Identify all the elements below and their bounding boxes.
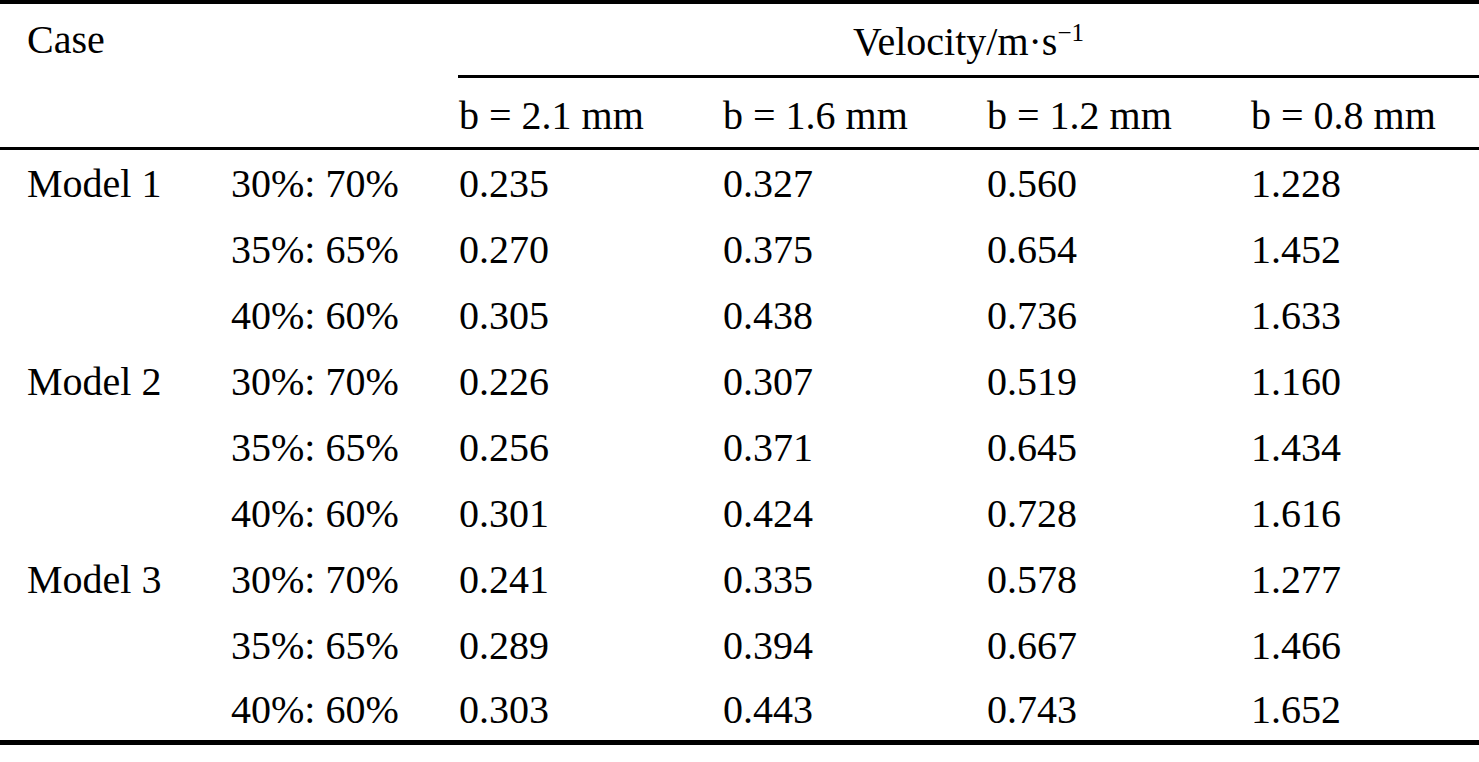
ratio-cell: 40%: 60%	[230, 280, 458, 346]
table-row: 40%: 60% 0.303 0.443 0.743 1.652	[0, 676, 1479, 742]
model-cell: Model 1	[0, 148, 230, 214]
model-cell	[0, 478, 230, 544]
model-cell	[0, 214, 230, 280]
value-cell: 0.645	[986, 412, 1250, 478]
velocity-unit-label: Velocity/m·s	[853, 19, 1057, 64]
value-cell: 0.728	[986, 478, 1250, 544]
value-cell: 0.438	[722, 280, 986, 346]
table-row: 35%: 65% 0.270 0.375 0.654 1.452	[0, 214, 1479, 280]
value-cell: 0.371	[722, 412, 986, 478]
value-cell: 0.289	[458, 610, 722, 676]
value-cell: 0.424	[722, 478, 986, 544]
value-cell: 1.160	[1250, 346, 1479, 412]
value-cell: 0.743	[986, 676, 1250, 742]
value-cell: 1.652	[1250, 676, 1479, 742]
value-cell: 1.633	[1250, 280, 1479, 346]
velocity-group-header-cell: Velocity/m·s−1	[458, 2, 1479, 76]
value-cell: 0.270	[458, 214, 722, 280]
value-cell: 0.301	[458, 478, 722, 544]
value-cell: 0.667	[986, 610, 1250, 676]
value-cell: 0.307	[722, 346, 986, 412]
ratio-cell: 35%: 65%	[230, 412, 458, 478]
table-row: Model 3 30%: 70% 0.241 0.335 0.578 1.277	[0, 544, 1479, 610]
value-cell: 0.736	[986, 280, 1250, 346]
value-cell: 1.277	[1250, 544, 1479, 610]
model-cell: Model 3	[0, 544, 230, 610]
value-cell: 0.303	[458, 676, 722, 742]
value-cell: 1.434	[1250, 412, 1479, 478]
velocity-unit-exponent: −1	[1057, 19, 1084, 46]
value-cell: 0.256	[458, 412, 722, 478]
value-cell: 0.560	[986, 148, 1250, 214]
subheader-b-1-2-mm: b = 1.2 mm	[986, 76, 1250, 148]
value-cell: 0.305	[458, 280, 722, 346]
value-cell: 0.235	[458, 148, 722, 214]
model-cell	[0, 412, 230, 478]
ratio-cell: 30%: 70%	[230, 544, 458, 610]
value-cell: 0.443	[722, 676, 986, 742]
subheader-b-2-1-mm: b = 2.1 mm	[458, 76, 722, 148]
value-cell: 1.616	[1250, 478, 1479, 544]
value-cell: 0.394	[722, 610, 986, 676]
table-row: Model 1 30%: 70% 0.235 0.327 0.560 1.228	[0, 148, 1479, 214]
value-cell: 0.519	[986, 346, 1250, 412]
model-cell	[0, 676, 230, 742]
value-cell: 0.226	[458, 346, 722, 412]
subheader-b-1-6-mm: b = 1.6 mm	[722, 76, 986, 148]
value-cell: 0.578	[986, 544, 1250, 610]
model-cell: Model 2	[0, 346, 230, 412]
value-cell: 0.241	[458, 544, 722, 610]
value-cell: 0.654	[986, 214, 1250, 280]
table-row: 40%: 60% 0.305 0.438 0.736 1.633	[0, 280, 1479, 346]
table-row: 40%: 60% 0.301 0.424 0.728 1.616	[0, 478, 1479, 544]
value-cell: 0.375	[722, 214, 986, 280]
table-row: 35%: 65% 0.289 0.394 0.667 1.466	[0, 610, 1479, 676]
case-header-cell: Case	[0, 2, 458, 148]
header-row-1: Case Velocity/m·s−1	[0, 2, 1479, 76]
model-cell	[0, 280, 230, 346]
ratio-cell: 35%: 65%	[230, 214, 458, 280]
ratio-cell: 40%: 60%	[230, 676, 458, 742]
subheader-b-0-8-mm: b = 0.8 mm	[1250, 76, 1479, 148]
table-row: Model 2 30%: 70% 0.226 0.307 0.519 1.160	[0, 346, 1479, 412]
ratio-cell: 40%: 60%	[230, 478, 458, 544]
value-cell: 0.335	[722, 544, 986, 610]
ratio-cell: 35%: 65%	[230, 610, 458, 676]
value-cell: 0.327	[722, 148, 986, 214]
paper-table-figure: Case Velocity/m·s−1 b = 2.1 mm b = 1.6 m…	[0, 0, 1479, 762]
ratio-cell: 30%: 70%	[230, 346, 458, 412]
model-cell	[0, 610, 230, 676]
velocity-table: Case Velocity/m·s−1 b = 2.1 mm b = 1.6 m…	[0, 0, 1479, 745]
value-cell: 1.228	[1250, 148, 1479, 214]
ratio-cell: 30%: 70%	[230, 148, 458, 214]
table-row: 35%: 65% 0.256 0.371 0.645 1.434	[0, 412, 1479, 478]
value-cell: 1.466	[1250, 610, 1479, 676]
value-cell: 1.452	[1250, 214, 1479, 280]
